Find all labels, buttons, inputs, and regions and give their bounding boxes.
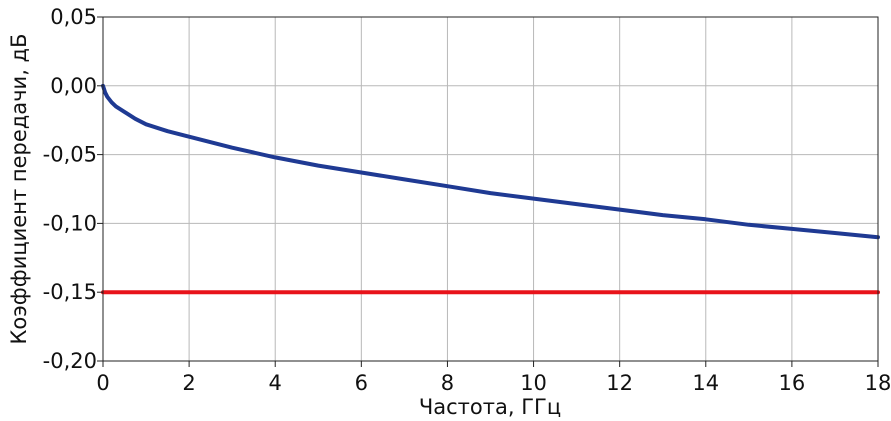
- y-tick-label: 0,00: [50, 74, 97, 98]
- series-group: [101, 83, 880, 295]
- y-tick-label: -0,15: [43, 280, 97, 304]
- x-tick-label: 10: [520, 371, 547, 395]
- y-axis: 0,05 0,00 -0,05 -0,10 -0,15 -0,20: [43, 5, 103, 373]
- x-tick-label: 16: [779, 371, 806, 395]
- y-tick-label: -0,05: [43, 143, 97, 167]
- y-tick-label: -0,20: [43, 349, 97, 373]
- y-axis-label: Коэффициент передачи, дБ: [7, 34, 31, 345]
- x-tick-label: 12: [606, 371, 633, 395]
- y-tick-label: -0,10: [43, 211, 97, 235]
- series-line-1: [101, 83, 880, 240]
- plot-frame: [102, 16, 879, 362]
- y-tick-label: 0,05: [50, 5, 97, 29]
- plot-background: [103, 17, 878, 361]
- x-tick-label: 8: [441, 371, 454, 395]
- x-tick-label: 18: [865, 371, 891, 395]
- x-tick-label: 0: [96, 371, 109, 395]
- x-tick-label: 6: [355, 371, 368, 395]
- x-tick-label: 2: [182, 371, 195, 395]
- x-axis-label: Частота, ГГц: [419, 395, 561, 419]
- x-tick-label: 4: [269, 371, 282, 395]
- x-tick-label: 14: [692, 371, 719, 395]
- x-axis: 0 2 4 6 8 10 12 14 16 18: [96, 361, 891, 395]
